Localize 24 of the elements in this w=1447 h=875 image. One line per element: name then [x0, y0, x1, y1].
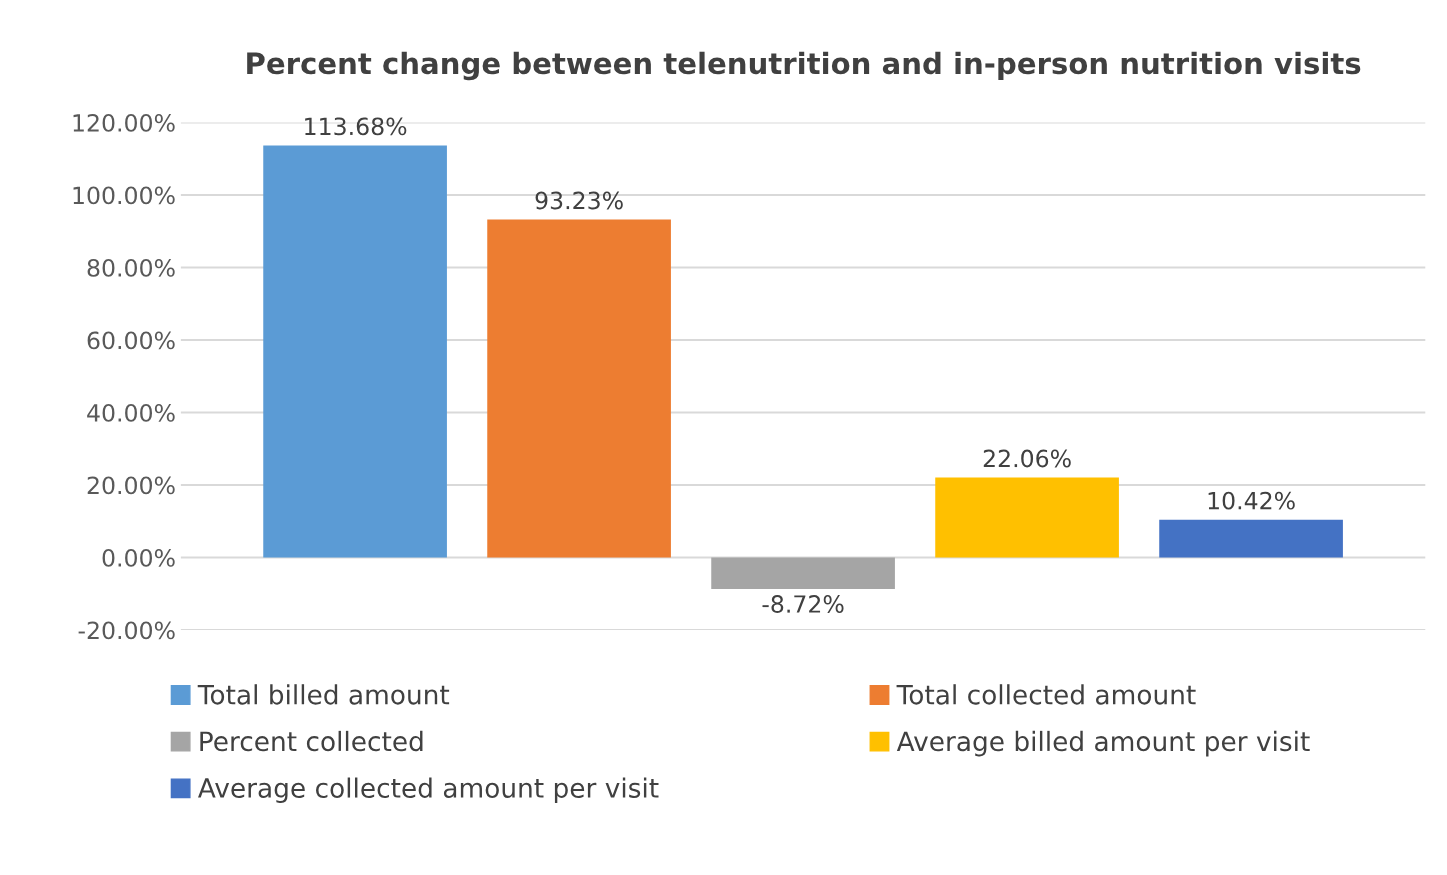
bar [935, 477, 1119, 558]
data-label: 113.68% [305, 117, 407, 136]
y-tick-label: 20.00% [87, 476, 175, 495]
data-label: -8.72% [762, 595, 844, 613]
y-tick-label: 80.00% [87, 258, 175, 277]
legend-label: Total collected amount [896, 684, 1196, 705]
legend-label: Average collected amount per visit [198, 777, 659, 804]
y-tick-label: 100.00% [73, 186, 175, 205]
data-label: 10.42% [1208, 491, 1295, 510]
y-tick-label: 120.00% [73, 113, 175, 132]
bar [263, 145, 447, 558]
y-tick-label: -20.00% [78, 621, 175, 640]
y-tick-label: 0.00% [102, 548, 175, 567]
legend-label: Percent collected [200, 730, 423, 752]
legend-label: Average billed amount per visit [896, 730, 1310, 757]
y-tick-label: 40.00% [87, 403, 175, 422]
data-label: 93.23% [535, 191, 623, 210]
chart-title: Percent change between telenutrition and in-person nutrition visits [247, 51, 1361, 81]
data-label: 22.06% [983, 449, 1071, 468]
bar [1159, 519, 1343, 558]
y-tick-label: 60.00% [87, 331, 175, 350]
legend-label: Total billed amount [197, 684, 450, 705]
bar [711, 557, 895, 590]
bar [487, 219, 671, 558]
